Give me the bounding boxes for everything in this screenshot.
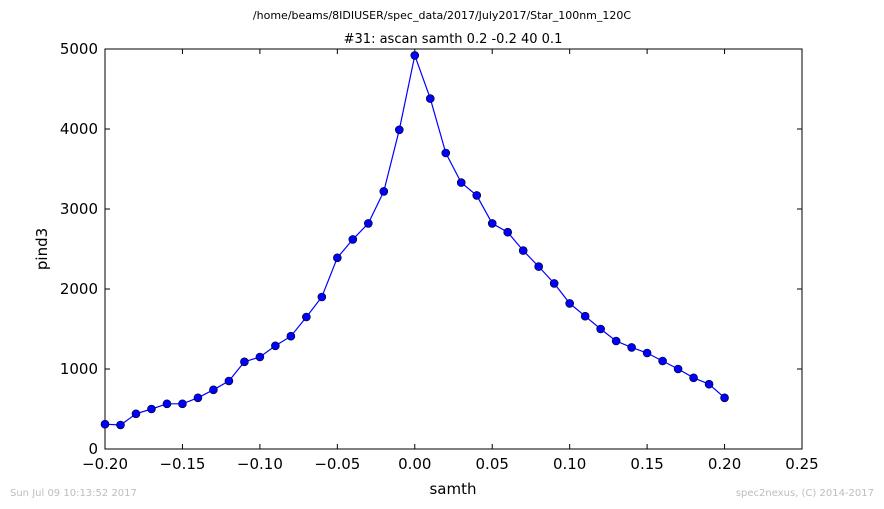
data-point	[317, 292, 327, 302]
data-point	[116, 420, 125, 430]
data-point	[704, 379, 714, 389]
x-tick-label: −0.05	[314, 455, 360, 473]
data-point	[100, 419, 110, 429]
y-axis-label: pind3	[33, 228, 51, 270]
axes-frame	[104, 48, 803, 450]
data-point	[348, 235, 358, 244]
data-point	[456, 178, 466, 187]
series-line	[104, 53, 725, 426]
data-point	[379, 187, 389, 196]
data-point	[549, 279, 559, 288]
x-axis-label: samth	[429, 480, 476, 498]
x-tick-label: 0.05	[476, 455, 509, 473]
data-point	[178, 399, 187, 409]
data-point	[596, 324, 605, 334]
data-point	[333, 253, 342, 263]
data-point	[364, 219, 373, 228]
data-point	[565, 299, 574, 308]
y-tick-label: 4000	[60, 120, 98, 138]
x-tick-label: 0.15	[630, 455, 663, 473]
data-point	[472, 191, 482, 200]
data-point	[441, 148, 451, 158]
data-point	[193, 393, 203, 403]
y-tick-label: 3000	[60, 200, 98, 218]
x-tick-label: 0.25	[785, 455, 818, 473]
data-point	[487, 219, 497, 228]
y-tick-label: 0	[88, 440, 98, 458]
figure-suptitle: /home/beams/8IDIUSER/spec_data/2017/July…	[252, 9, 632, 22]
data-point	[689, 373, 698, 383]
data-point	[147, 404, 156, 414]
plot-title: #31: ascan samth 0.2 -0.2 40 0.1	[344, 32, 563, 47]
data-point	[720, 393, 729, 403]
data-point	[642, 348, 652, 358]
x-tick-label: 0.20	[708, 455, 741, 473]
data-point	[286, 331, 296, 341]
timestamp: Sun Jul 09 10:13:52 2017	[10, 488, 137, 499]
data-point	[394, 125, 404, 135]
x-tick-label: −0.10	[237, 455, 283, 473]
x-tick-label: −0.15	[159, 455, 205, 473]
data-point	[673, 364, 683, 374]
data-point	[503, 227, 513, 237]
x-tick-label: −0.20	[82, 455, 128, 473]
data-point	[611, 336, 621, 346]
x-tick-label: 0.00	[398, 455, 431, 473]
data-point	[224, 376, 234, 386]
data-point	[240, 357, 249, 367]
data-point	[302, 312, 311, 322]
data-point	[534, 262, 543, 271]
credit: spec2nexus, (C) 2014-2017	[735, 488, 874, 499]
data-point	[131, 409, 141, 419]
y-tick-label: 5000	[60, 40, 98, 58]
data-point	[162, 399, 172, 409]
y-tick-label: 1000	[60, 360, 98, 378]
data-point	[580, 311, 590, 321]
data-point	[410, 51, 420, 60]
data-point	[255, 352, 265, 362]
data-point	[271, 341, 280, 351]
y-tick-label: 2000	[60, 280, 98, 298]
data-point	[425, 94, 435, 103]
x-tick-label: 0.10	[553, 455, 586, 473]
data-point	[658, 356, 667, 366]
data-point	[518, 246, 528, 255]
plot-area: −0.20 −0.15 −0.10 −0.05 0.00 0.05 0.10 0.15 0.20…	[60, 40, 819, 473]
data-point	[209, 385, 218, 395]
data-point	[627, 343, 636, 352]
